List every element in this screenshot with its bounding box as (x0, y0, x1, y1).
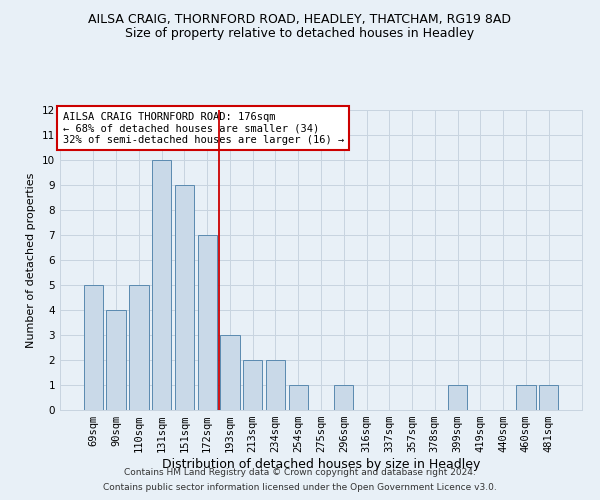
Bar (334, 385, 353, 410)
Bar (84, 285, 103, 410)
Bar (266, 360, 285, 410)
Bar (539, 385, 558, 410)
Text: AILSA CRAIG, THORNFORD ROAD, HEADLEY, THATCHAM, RG19 8AD: AILSA CRAIG, THORNFORD ROAD, HEADLEY, TH… (89, 12, 511, 26)
Text: Contains HM Land Registry data © Crown copyright and database right 2024.: Contains HM Land Registry data © Crown c… (124, 468, 476, 477)
Bar (197, 235, 217, 410)
Text: Contains public sector information licensed under the Open Government Licence v3: Contains public sector information licen… (103, 483, 497, 492)
Bar (448, 385, 467, 410)
Bar (129, 285, 149, 410)
Text: AILSA CRAIG THORNFORD ROAD: 176sqm
← 68% of detached houses are smaller (34)
32%: AILSA CRAIG THORNFORD ROAD: 176sqm ← 68%… (62, 112, 344, 144)
Bar (220, 335, 239, 410)
Bar (289, 385, 308, 410)
Bar (243, 360, 262, 410)
Bar (175, 185, 194, 410)
X-axis label: Distribution of detached houses by size in Headley: Distribution of detached houses by size … (162, 458, 480, 471)
Y-axis label: Number of detached properties: Number of detached properties (26, 172, 37, 348)
Bar (152, 160, 172, 410)
Bar (516, 385, 536, 410)
Text: Size of property relative to detached houses in Headley: Size of property relative to detached ho… (125, 28, 475, 40)
Bar (106, 310, 126, 410)
